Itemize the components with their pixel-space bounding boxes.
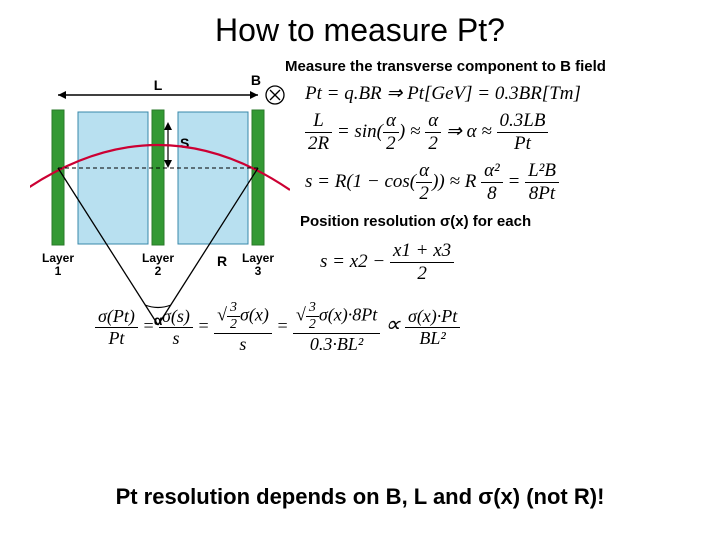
layer1-label: Layer1: [42, 251, 74, 278]
layer-1: [52, 110, 64, 245]
eq-5: σ(Pt)Pt = σ(s)s = √32σ(x)s = √32σ(x)·8Pt…: [95, 300, 460, 355]
layer-3: [252, 110, 264, 245]
label-R: R: [217, 253, 227, 269]
box-2: [178, 112, 248, 244]
label-B: B: [251, 72, 261, 88]
layer2-label: Layer2: [142, 251, 174, 278]
eq-2: L2R = sin(α2) ≈ α2 ⇒ α ≈ 0.3LBPt: [305, 110, 548, 155]
layer-2: [152, 110, 164, 245]
label-S: S: [180, 135, 189, 151]
label-L: L: [154, 77, 163, 93]
eq-4: s = x2 − x1 + x32: [320, 240, 454, 285]
subtitle-position: Position resolution σ(x) for each: [300, 213, 531, 230]
eq-3: s = R(1 − cos(α2)) ≈ R α²8 = L²B8Pt: [305, 160, 559, 205]
layer3-label: Layer3: [242, 251, 274, 278]
eq-1: Pt = q.BR ⇒ Pt[GeV] = 0.3BR[Tm]: [305, 82, 581, 105]
subtitle-measure: Measure the transverse component to B fi…: [285, 58, 606, 75]
box-1: [78, 112, 148, 244]
page-title: How to measure Pt?: [0, 0, 720, 49]
bottom-conclusion: Pt resolution depends on B, L and σ(x) (…: [0, 484, 720, 510]
